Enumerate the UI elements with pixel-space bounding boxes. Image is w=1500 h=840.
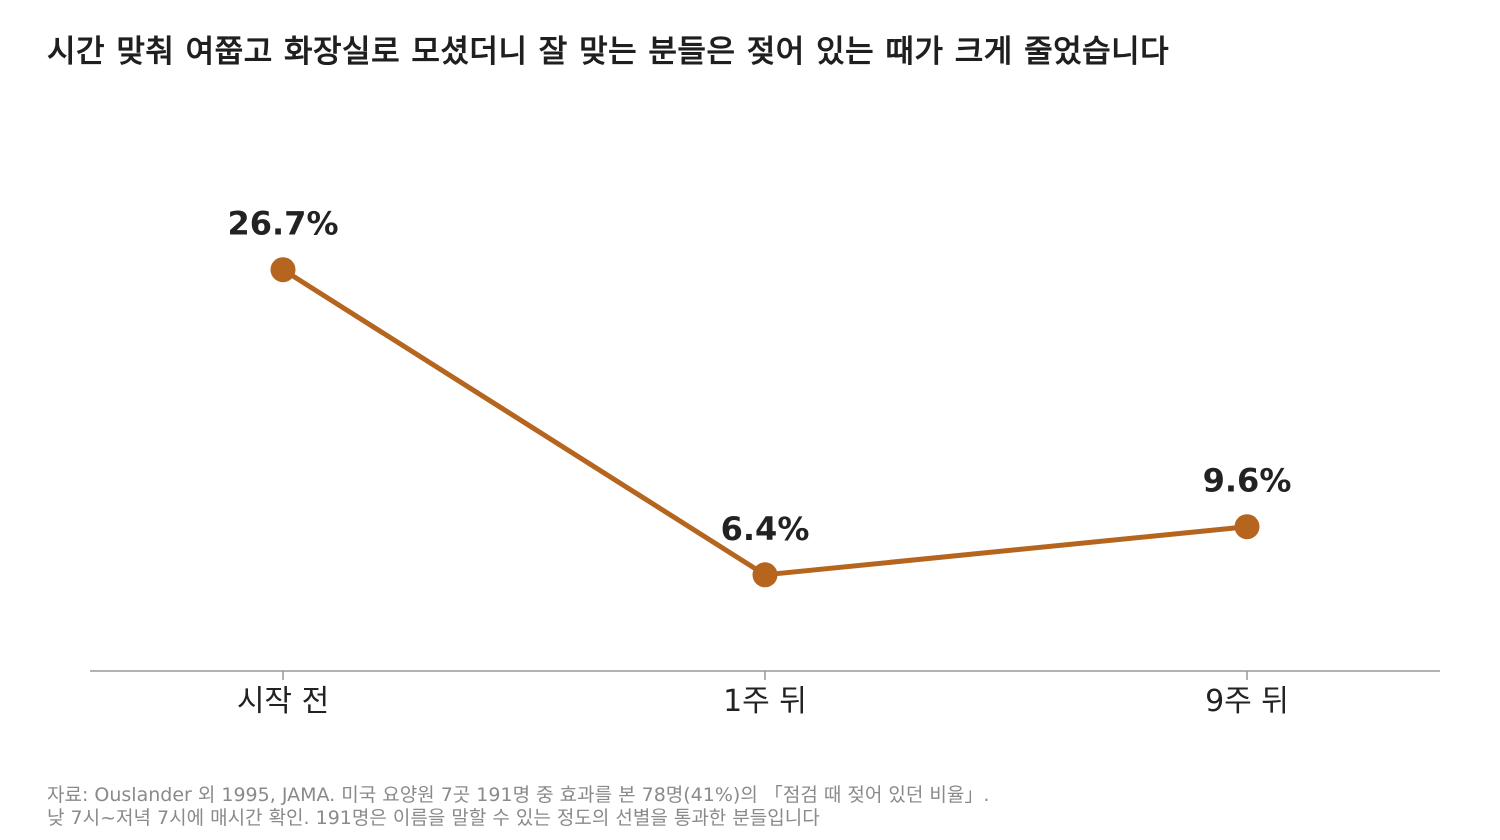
data-point — [1234, 514, 1260, 540]
footnote-line-2: 낮 7시~저녁 7시에 매시간 확인. 191명은 이름을 말할 수 있는 정도… — [47, 807, 820, 829]
x-axis — [90, 670, 1440, 680]
x-tick-labels: 시작 전 1주 뒤 9주 뒤 — [237, 684, 1289, 719]
data-labels: 26.7% 6.4% 9.6% — [227, 205, 1291, 548]
data-label: 9.6% — [1203, 462, 1292, 500]
x-tick-label: 9주 뒤 — [1205, 684, 1289, 719]
data-label: 6.4% — [721, 510, 810, 548]
source-footnote: 자료: Ouslander 외 1995, JAMA. 미국 요양원 7곳 19… — [47, 784, 989, 830]
footnote-line-1: 자료: Ouslander 외 1995, JAMA. 미국 요양원 7곳 19… — [47, 784, 990, 806]
data-point — [752, 562, 778, 588]
x-tick-label: 시작 전 — [237, 684, 329, 719]
x-tick-label: 1주 뒤 — [723, 684, 807, 719]
data-point — [270, 257, 296, 283]
data-points — [270, 257, 1260, 588]
chart-title: 시간 맞춰 여쭙고 화장실로 모셨더니 잘 맞는 분들은 젖어 있는 때가 크게… — [47, 34, 1170, 70]
data-label: 26.7% — [227, 205, 338, 243]
